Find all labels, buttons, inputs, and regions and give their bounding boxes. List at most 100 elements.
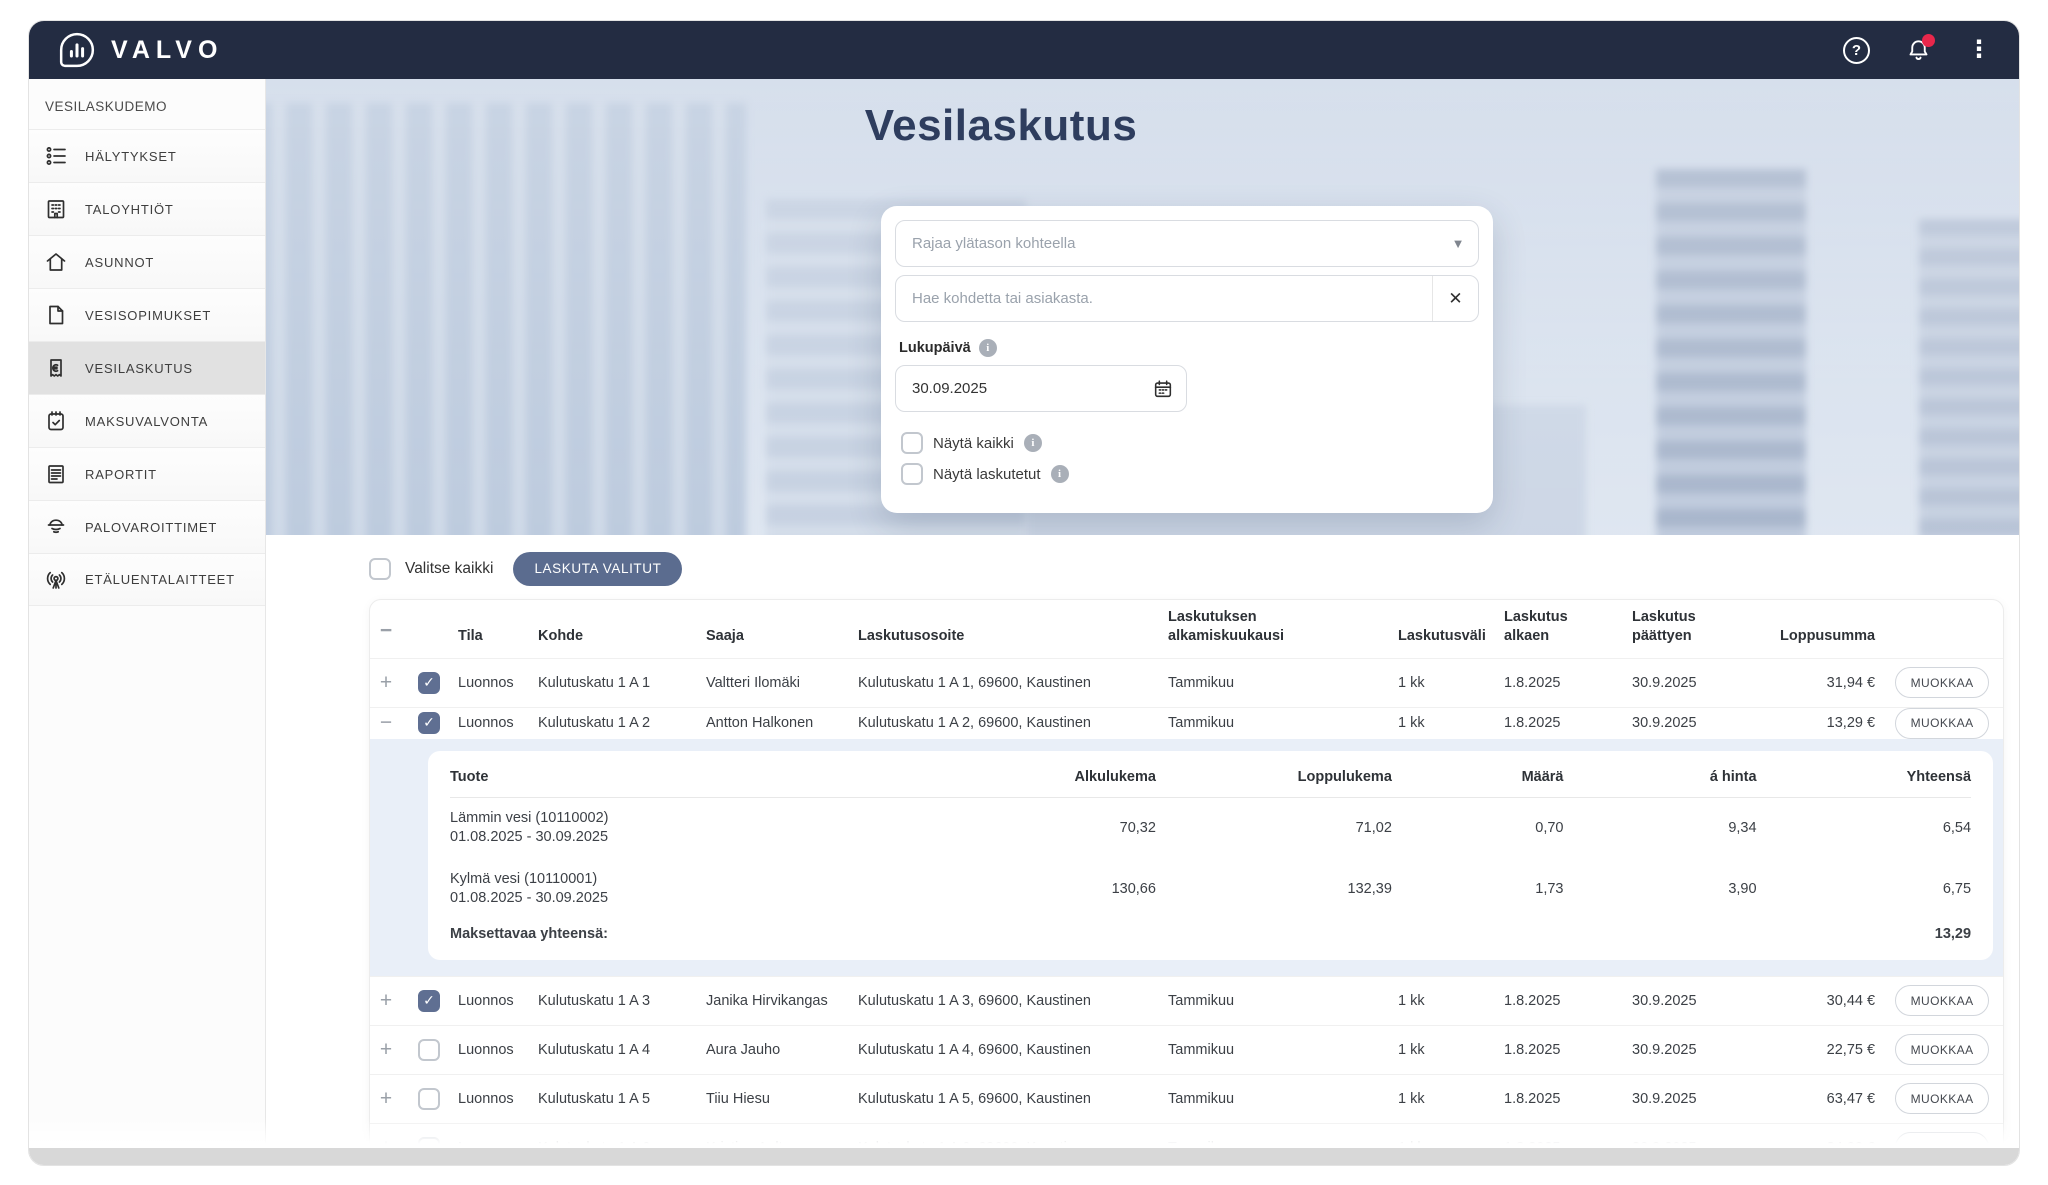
edit-button[interactable]: MUOKKAA: [1894, 1034, 1990, 1066]
home-icon: [43, 249, 69, 275]
info-icon[interactable]: i: [1023, 434, 1042, 452]
info-icon[interactable]: i: [978, 339, 997, 357]
antenna-icon: [43, 567, 69, 593]
row-status: Luonnos: [458, 1090, 514, 1107]
sidebar-item-label: TALOYHTIÖT: [85, 201, 174, 217]
brand-name: VALVO: [111, 35, 224, 64]
row-detail-panel: Tuote Alkulukema Loppulukema Määrä á hin…: [370, 738, 2004, 976]
page-title: Vesilaskutus: [864, 101, 1138, 150]
sidebar-item-label: PALOVAROITTIMET: [85, 519, 218, 535]
sidebar-item-halytykset[interactable]: HÄLYTYKSET: [29, 129, 265, 182]
row-checkbox[interactable]: [418, 1087, 440, 1110]
clear-search-icon[interactable]: ✕: [1432, 276, 1478, 321]
sidebar-item-label: RAPORTIT: [85, 466, 157, 482]
row-checkbox[interactable]: [418, 989, 440, 1012]
table-row: Luonnos Kulutuskatu 1 A 1 Valtteri Ilomä…: [370, 657, 2004, 707]
notifications-bell-icon[interactable]: [1906, 33, 1935, 63]
org-name: VESILASKUDEMO: [45, 99, 168, 114]
sidebar-item-label: ETÄLUENTALAITTEET: [85, 572, 235, 587]
detail-product-row: Lämmin vesi (10110002) 01.08.2025 - 30.09…: [450, 809, 1972, 846]
edit-button[interactable]: MUOKKAA: [1894, 667, 1990, 699]
search-input[interactable]: [896, 276, 1432, 321]
app-window: VALVO ? ⋮ VESILASKUDEMO HÄLYTYKSET: [28, 20, 2020, 1166]
row-checkbox[interactable]: [418, 1038, 440, 1061]
show-billed-label: Näytä laskutetut: [933, 465, 1041, 483]
sidebar-item-label: ASUNNOT: [85, 254, 155, 270]
sidebar-item-vesilaskutus[interactable]: VESILASKUTUS: [29, 341, 265, 394]
reading-date-input[interactable]: [896, 366, 1140, 411]
col-osoite: Laskutusosoite: [858, 627, 965, 644]
info-icon[interactable]: i: [1050, 465, 1069, 483]
reading-date-field[interactable]: [895, 365, 1187, 412]
calendar-icon[interactable]: [1140, 378, 1186, 400]
sidebar-item-vesisopimukset[interactable]: VESISOPIMUKSET: [29, 288, 265, 341]
col-vali: Laskutusväli: [1398, 627, 1486, 644]
row-status: Luonnos: [458, 1041, 514, 1058]
help-icon[interactable]: ?: [1843, 36, 1870, 64]
brand-logo[interactable]: VALVO: [57, 30, 223, 70]
col-summa: Loppusumma: [1780, 627, 1876, 644]
col-paattyen: Laskutus päättyen: [1632, 609, 1696, 644]
select-all-checkbox[interactable]: [369, 557, 391, 580]
building-icon: [43, 196, 69, 222]
smoke-detector-icon: [43, 514, 69, 540]
row-checkbox[interactable]: [418, 712, 440, 735]
col-tila: Tila: [458, 627, 483, 644]
table-row: Luonnos Kulutuskatu 1 A 5 Tiiu Hiesu Kul…: [370, 1073, 2004, 1123]
detail-product-row: Kylmä vesi (10110001) 01.08.2025 - 30.09.…: [450, 870, 1972, 907]
edit-button[interactable]: MUOKKAA: [1894, 985, 1990, 1017]
receipt-euro-icon: [43, 355, 69, 381]
sidebar-item-maksuvalvonta[interactable]: MAKSUVALVONTA: [29, 394, 265, 447]
hero-banner: Vesilaskutus ▼ ✕ Lukupäivä i: [266, 79, 2019, 535]
expand-row-icon[interactable]: [370, 1086, 412, 1112]
hero-building-image: [266, 103, 746, 535]
expand-row-icon[interactable]: [370, 670, 412, 696]
expand-row-icon[interactable]: [370, 988, 412, 1014]
report-icon: [43, 461, 69, 487]
clipboard-check-icon: [43, 408, 69, 434]
main-content: Vesilaskutus ▼ ✕ Lukupäivä i: [266, 79, 2019, 1165]
table-header-row: Tila Kohde Saaja Laskutusosoite Laskutuk…: [370, 600, 2003, 658]
reading-date-label: Lukupäivä: [899, 340, 971, 356]
sidebar-item-taloyhtiot[interactable]: TALOYHTIÖT: [29, 182, 265, 235]
sidebar-item-label: MAKSUVALVONTA: [85, 413, 209, 429]
scope-filter-input[interactable]: [896, 221, 1438, 266]
sidebar-item-label: VESILASKUTUS: [85, 360, 193, 376]
edit-button[interactable]: MUOKKAA: [1894, 1083, 1990, 1115]
expand-row-icon[interactable]: [370, 1037, 412, 1063]
alert-list-icon: [43, 143, 69, 169]
sidebar-item-palovaroittimet[interactable]: PALOVAROITTIMET: [29, 500, 265, 553]
row-checkbox[interactable]: [418, 671, 440, 694]
sidebar-item-asunnot[interactable]: ASUNNOT: [29, 235, 265, 288]
sidebar-item-etaluentalaitteet[interactable]: ETÄLUENTALAITTEET: [29, 553, 265, 606]
col-kohde: Kohde: [538, 627, 584, 644]
sidebar-item-raportit[interactable]: RAPORTIT: [29, 447, 265, 500]
chevron-down-icon[interactable]: ▼: [1451, 236, 1465, 251]
row-status: Luonnos: [458, 715, 514, 732]
table-row: Luonnos Kulutuskatu 1 A 4 Aura Jauho Kul…: [370, 1024, 2004, 1074]
row-status: Luonnos: [458, 674, 514, 691]
bill-selected-button[interactable]: LASKUTA VALITUT: [513, 551, 683, 586]
document-icon: [43, 302, 69, 328]
edit-button[interactable]: MUOKKAA: [1894, 707, 1990, 739]
col-kuukausi: Laskutuksen alkamiskuukausi: [1168, 609, 1285, 644]
scope-filter-select[interactable]: ▼: [895, 220, 1479, 267]
show-all-checkbox[interactable]: [901, 432, 923, 454]
detail-header-row: Tuote Alkulukema Loppulukema Määrä á hin…: [450, 759, 1972, 798]
filter-card: ▼ ✕ Lukupäivä i: [881, 206, 1493, 513]
billing-table: Tila Kohde Saaja Laskutusosoite Laskutuk…: [369, 598, 2005, 1165]
sidebar-item-label: HÄLYTYKSET: [85, 148, 177, 164]
collapse-all-icon[interactable]: [370, 618, 412, 657]
sidebar-item-label: VESISOPIMUKSET: [85, 307, 212, 323]
show-billed-checkbox[interactable]: [901, 463, 923, 485]
horizontal-scrollbar[interactable]: [29, 1148, 2019, 1165]
select-all-label: Valitse kaikki: [405, 559, 494, 577]
notification-badge: [1922, 33, 1935, 47]
table-row: Luonnos Kulutuskatu 1 A 2 Antton Halkone…: [370, 706, 2004, 976]
sidebar: VESILASKUDEMO HÄLYTYKSET TALOYHTIÖT: [29, 79, 266, 1165]
show-all-label: Näytä kaikki: [933, 434, 1014, 452]
table-row: Luonnos Kulutuskatu 1 A 3 Janika Hirvika…: [370, 975, 2004, 1025]
overflow-menu-icon[interactable]: ⋮: [1967, 36, 1991, 63]
search-field[interactable]: ✕: [895, 275, 1479, 322]
collapse-row-icon[interactable]: [370, 710, 412, 736]
